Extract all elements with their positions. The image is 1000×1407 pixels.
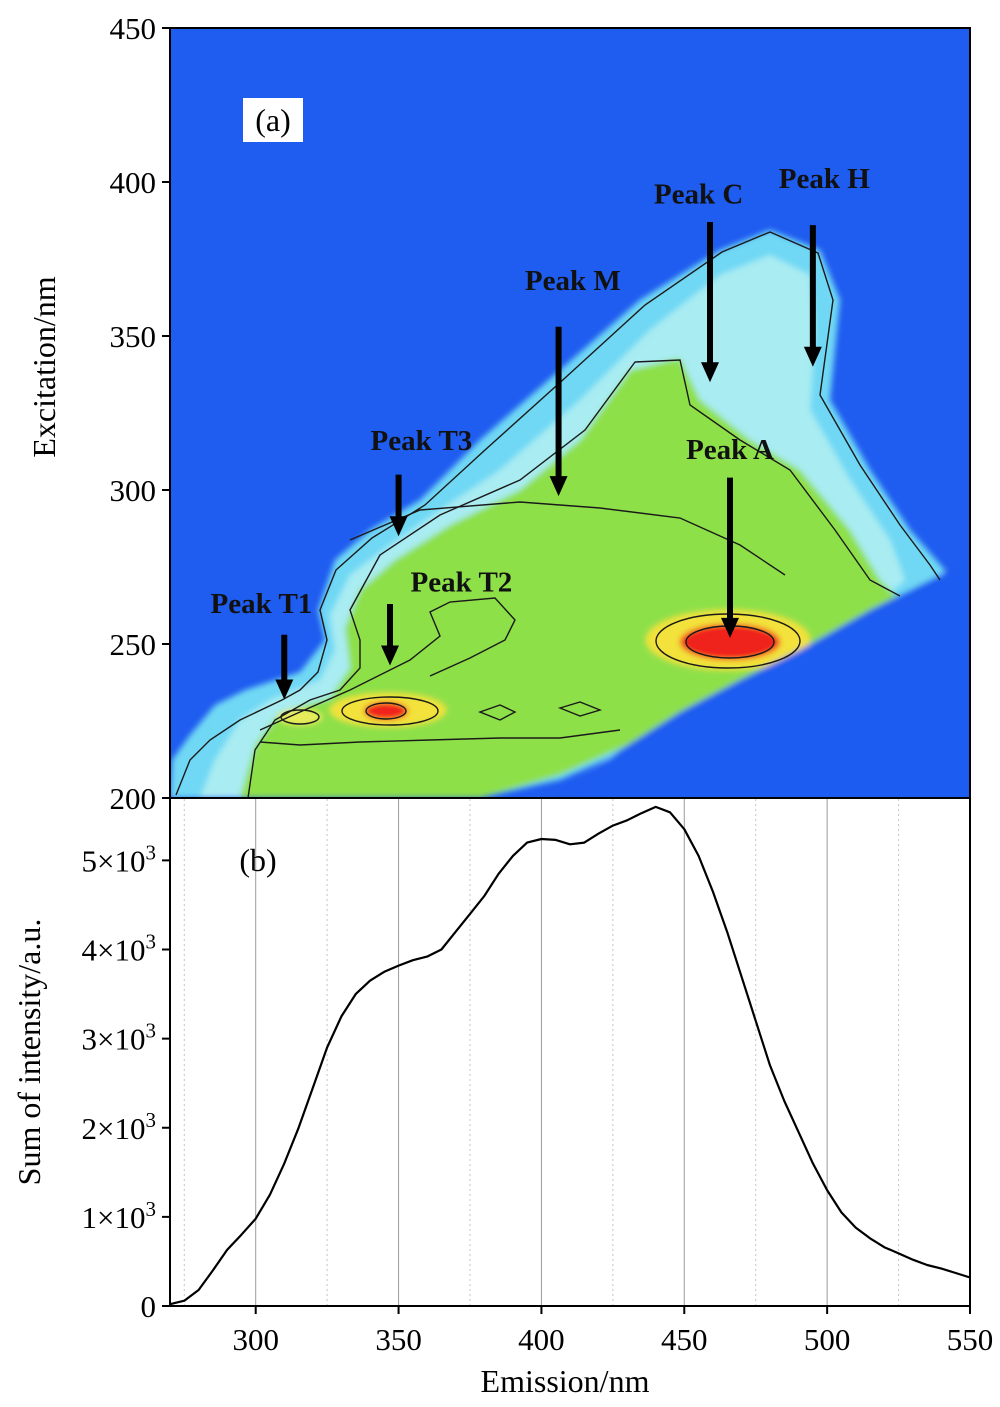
panel-b-x-ticks: 300 350 400 450 500 550 [232, 1306, 993, 1357]
panel-b-grid [183, 799, 900, 1305]
panel-a-y-ticks: 200 250 300 350 400 450 [110, 11, 170, 816]
panel-a-y-tick-label-4: 400 [110, 165, 157, 200]
peak-c-arrow-head [701, 362, 719, 383]
panel-b-x-tick-label-0: 300 [232, 1322, 279, 1357]
peak-t1-label: Peak T1 [211, 588, 313, 620]
contour-line-9 [365, 702, 407, 720]
peak-t3-label: Peak T3 [371, 425, 473, 457]
panel-b-y-tick-label-5: 5×103 [82, 840, 156, 878]
contour-line-3 [349, 501, 786, 576]
panel-a-y-axis-title: Excitation/nm [26, 276, 62, 457]
panel-b-y-ticks: 0 1×103 2×103 3×103 4×103 5×103 [82, 840, 170, 1324]
peak-arrows [275, 222, 822, 700]
panel-b-y-tick-label-1: 1×103 [82, 1197, 156, 1235]
contour-line-10 [280, 709, 320, 725]
contour-line-5 [259, 729, 621, 746]
intensity-band-lower-cut [560, 562, 970, 798]
peak-t1-arrow-head [275, 679, 294, 700]
peak-h-arrow-head [803, 346, 822, 367]
peak-a-label: Peak A [686, 434, 774, 466]
panel-b-x-tick-label-1: 350 [375, 1322, 422, 1357]
panel-b: (b) 0 1×103 2×103 3×103 4×103 5×103 300 350 400… [11, 797, 993, 1399]
peak-labels: Peak T1 Peak T2 Peak T3 Peak M Peak A Peak C P… [211, 163, 871, 620]
panel-b-tag: (b) [239, 842, 276, 878]
panel-a-y-tick-label-0: 200 [110, 781, 157, 816]
intensity-sum-series-line [169, 805, 971, 1306]
panel-b-x-tick-label-3: 450 [661, 1322, 708, 1357]
peak-m-label: Peak M [525, 265, 621, 297]
panel-a-y-tick-label-3: 350 [110, 319, 157, 354]
panel-a-y-tick-label-5: 450 [110, 11, 157, 46]
heatmap-area [170, 28, 970, 798]
panel-a-y-tick-label-1: 250 [110, 627, 157, 662]
panel-a-tag-box [243, 98, 303, 142]
panel-b-y-tick-label-3: 3×103 [82, 1019, 156, 1057]
panel-a: Peak T1 Peak T2 Peak T3 Peak M Peak A Peak C P… [26, 11, 971, 816]
panel-b-frame [169, 797, 971, 1307]
panel-b-x-tick-label-2: 400 [518, 1322, 565, 1357]
panel-b-y-tick-label-4: 4×103 [82, 930, 156, 968]
peak-t2-arrow-head [381, 645, 399, 666]
panel-b-x-tick-label-5: 550 [947, 1322, 994, 1357]
peak-a-arrow-head [721, 617, 739, 638]
panel-b-y-axis-title: Sum of intensity/a.u. [11, 919, 47, 1186]
intensity-band-red-t2 [364, 702, 408, 720]
contour-line-2 [247, 359, 901, 798]
peak-t2-label: Peak T2 [411, 567, 513, 599]
contour-line-4 [259, 597, 516, 731]
panel-b-x-tick-label-4: 500 [804, 1322, 851, 1357]
peak-m-arrow-head [549, 476, 568, 497]
contour-line-11 [478, 701, 603, 721]
peak-t3-arrow-head [389, 516, 408, 537]
intensity-band-yellow-t1 [278, 709, 322, 725]
panel-a-y-tick-label-2: 300 [110, 473, 157, 508]
contour-line-8 [341, 696, 439, 726]
contour-lines [175, 231, 941, 798]
panel-b-y-tick-label-2: 2×103 [82, 1108, 156, 1146]
peak-h-label: Peak H [779, 163, 870, 195]
panel-b-x-axis-title: Emission/nm [481, 1363, 650, 1399]
contour-line-1 [175, 231, 941, 796]
panel-a-tag: (a) [255, 102, 291, 138]
intensity-band-red-a [680, 624, 780, 660]
panel-b-y-tick-label-0: 0 [141, 1289, 157, 1324]
peak-c-label: Peak C [654, 179, 743, 211]
